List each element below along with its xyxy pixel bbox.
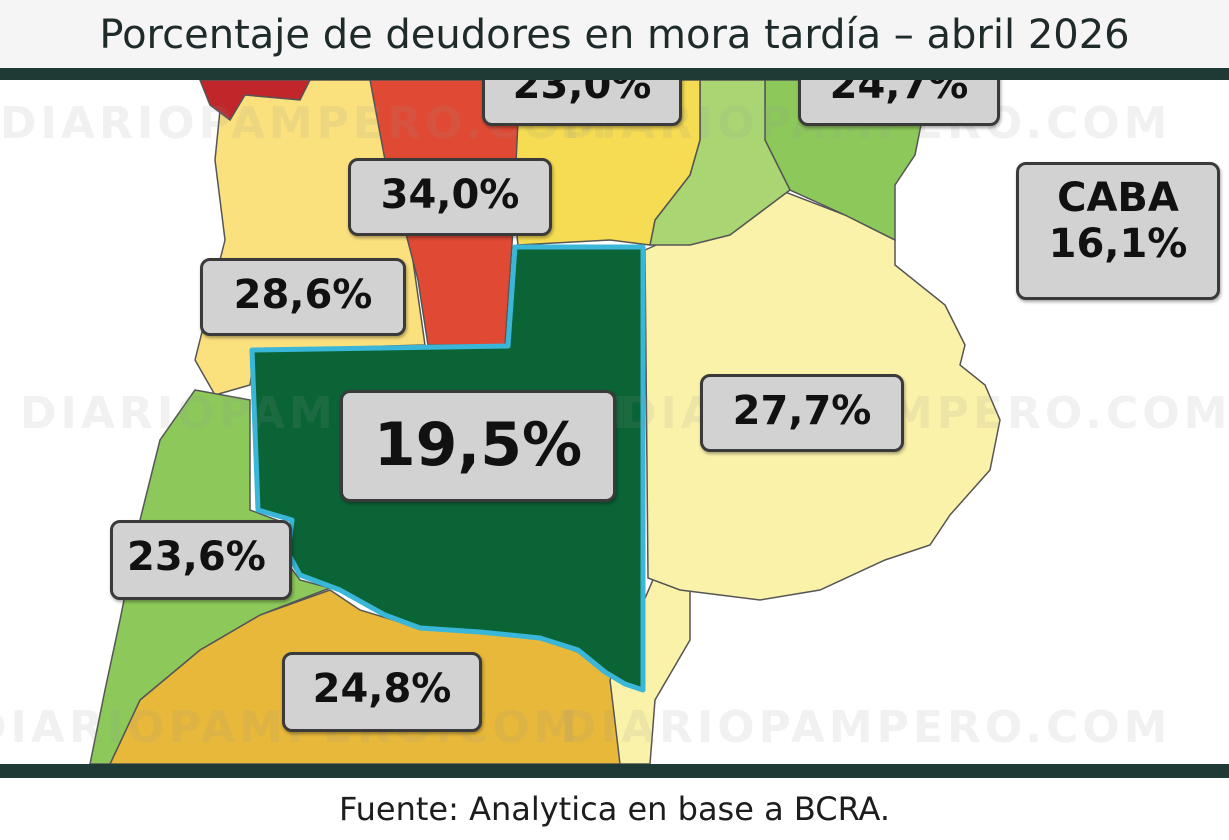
watermark-row-3b: DIARIOPAMPERO.COM bbox=[560, 702, 1172, 753]
label-highlighted: 19,5% bbox=[340, 390, 616, 502]
source-note: Fuente: Analytica en base a BCRA. bbox=[0, 778, 1229, 840]
label-red-corridor: 34,0% bbox=[348, 158, 552, 236]
label-caba: CABA 16,1% bbox=[1016, 162, 1220, 300]
top-divider bbox=[0, 68, 1229, 80]
label-top-partial-right: 24,7% bbox=[798, 80, 1000, 126]
map-title: Porcentaje de deudores en mora tardía – … bbox=[0, 0, 1229, 70]
caba-name: CABA bbox=[1057, 175, 1179, 221]
bottom-divider bbox=[0, 764, 1229, 778]
label-south: 24,8% bbox=[282, 652, 482, 732]
province-top-left bbox=[199, 80, 311, 122]
label-west-north: 28,6% bbox=[200, 258, 406, 336]
caba-value: 16,1% bbox=[1048, 221, 1188, 267]
label-top-partial-left: 23,0% bbox=[482, 80, 682, 126]
label-west-south: 23,6% bbox=[110, 520, 292, 600]
choropleth-map: DIARIOPAMPERO.COM DIARIOPAMPERO.COM DIAR… bbox=[0, 80, 1229, 764]
label-east: 27,7% bbox=[700, 374, 904, 452]
